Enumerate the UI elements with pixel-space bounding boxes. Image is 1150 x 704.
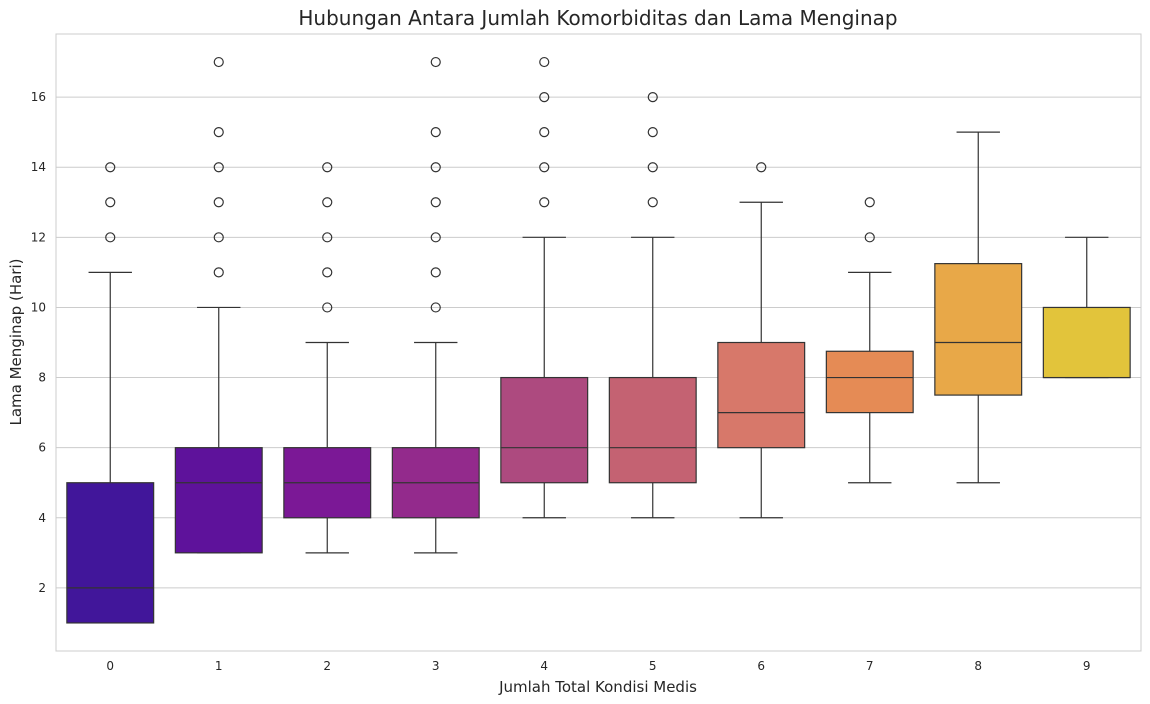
box-group-3 bbox=[391, 56, 480, 554]
outlier-point bbox=[864, 232, 875, 243]
outlier-point bbox=[430, 267, 441, 278]
outlier-point bbox=[322, 197, 333, 208]
x-axis-label: Jumlah Total Kondisi Medis bbox=[498, 678, 697, 696]
outlier-point bbox=[430, 127, 441, 138]
x-tick-label: 1 bbox=[215, 659, 223, 673]
box-iqr bbox=[934, 263, 1023, 396]
y-tick-labels: 2 4 6 8 10 12 14 16 bbox=[31, 90, 46, 595]
box-iqr bbox=[500, 376, 589, 484]
box-iqr bbox=[825, 350, 914, 414]
y-tick-label: 2 bbox=[38, 581, 46, 595]
outlier-point bbox=[213, 56, 224, 68]
box-group-9 bbox=[1042, 236, 1131, 379]
outlier-point bbox=[430, 162, 441, 173]
x-tick-label: 3 bbox=[432, 659, 440, 673]
y-tick-label: 12 bbox=[31, 230, 46, 244]
box-group-4 bbox=[500, 56, 589, 519]
box-iqr bbox=[174, 447, 263, 554]
outlier-point bbox=[322, 267, 333, 278]
boxes-group bbox=[66, 56, 1131, 624]
outlier-point bbox=[430, 56, 441, 68]
outlier-point bbox=[539, 162, 550, 173]
box-iqr bbox=[1042, 306, 1131, 379]
box-iqr bbox=[66, 482, 155, 624]
y-tick-label: 14 bbox=[31, 160, 46, 174]
outlier-point bbox=[322, 162, 333, 173]
y-axis-label: Lama Menginap (Hari) bbox=[7, 259, 25, 426]
outlier-point bbox=[539, 197, 550, 208]
outlier-point bbox=[539, 56, 550, 68]
outlier-point bbox=[213, 267, 224, 278]
box-group-8 bbox=[934, 131, 1023, 484]
y-tick-label: 6 bbox=[38, 441, 46, 455]
outlier-point bbox=[105, 232, 116, 243]
box-group-0 bbox=[66, 162, 155, 624]
outlier-point bbox=[430, 197, 441, 208]
x-tick-label: 7 bbox=[866, 659, 874, 673]
plot-frame bbox=[55, 33, 1142, 652]
x-tick-labels: 0 1 2 3 4 5 6 7 8 9 bbox=[106, 659, 1090, 673]
outlier-point bbox=[756, 162, 767, 173]
x-tick-label: 6 bbox=[757, 659, 765, 673]
y-tick-label: 4 bbox=[38, 511, 46, 525]
box-group-2 bbox=[283, 162, 372, 554]
x-tick-label: 4 bbox=[540, 659, 548, 673]
box-group-5 bbox=[608, 92, 697, 519]
outlier-point bbox=[105, 162, 116, 173]
outlier-point bbox=[430, 232, 441, 243]
x-tick-label: 2 bbox=[323, 659, 331, 673]
box-iqr bbox=[717, 341, 806, 449]
outlier-point bbox=[213, 162, 224, 173]
y-tick-label: 10 bbox=[31, 300, 46, 314]
outlier-point bbox=[105, 197, 116, 208]
outlier-point bbox=[864, 197, 875, 208]
y-tick-label: 8 bbox=[38, 371, 46, 385]
outlier-point bbox=[213, 197, 224, 208]
chart-title: Hubungan Antara Jumlah Komorbiditas dan … bbox=[298, 6, 897, 30]
outlier-point bbox=[539, 92, 550, 103]
box-group-7 bbox=[825, 197, 914, 484]
outlier-point bbox=[213, 127, 224, 138]
outlier-point bbox=[322, 302, 333, 313]
outlier-point bbox=[213, 232, 224, 243]
outlier-point bbox=[647, 197, 658, 208]
y-tick-label: 16 bbox=[31, 90, 46, 104]
outlier-point bbox=[647, 162, 658, 173]
x-tick-label: 8 bbox=[974, 659, 982, 673]
x-tick-label: 9 bbox=[1083, 659, 1091, 673]
outlier-point bbox=[322, 232, 333, 243]
box-group-1 bbox=[174, 56, 263, 554]
outlier-point bbox=[539, 127, 550, 138]
box-group-6 bbox=[717, 162, 806, 519]
outlier-point bbox=[647, 92, 658, 103]
x-tick-label: 0 bbox=[106, 659, 114, 673]
outlier-point bbox=[647, 127, 658, 138]
x-tick-label: 5 bbox=[649, 659, 657, 673]
box-iqr bbox=[608, 376, 697, 484]
outlier-point bbox=[430, 302, 441, 313]
